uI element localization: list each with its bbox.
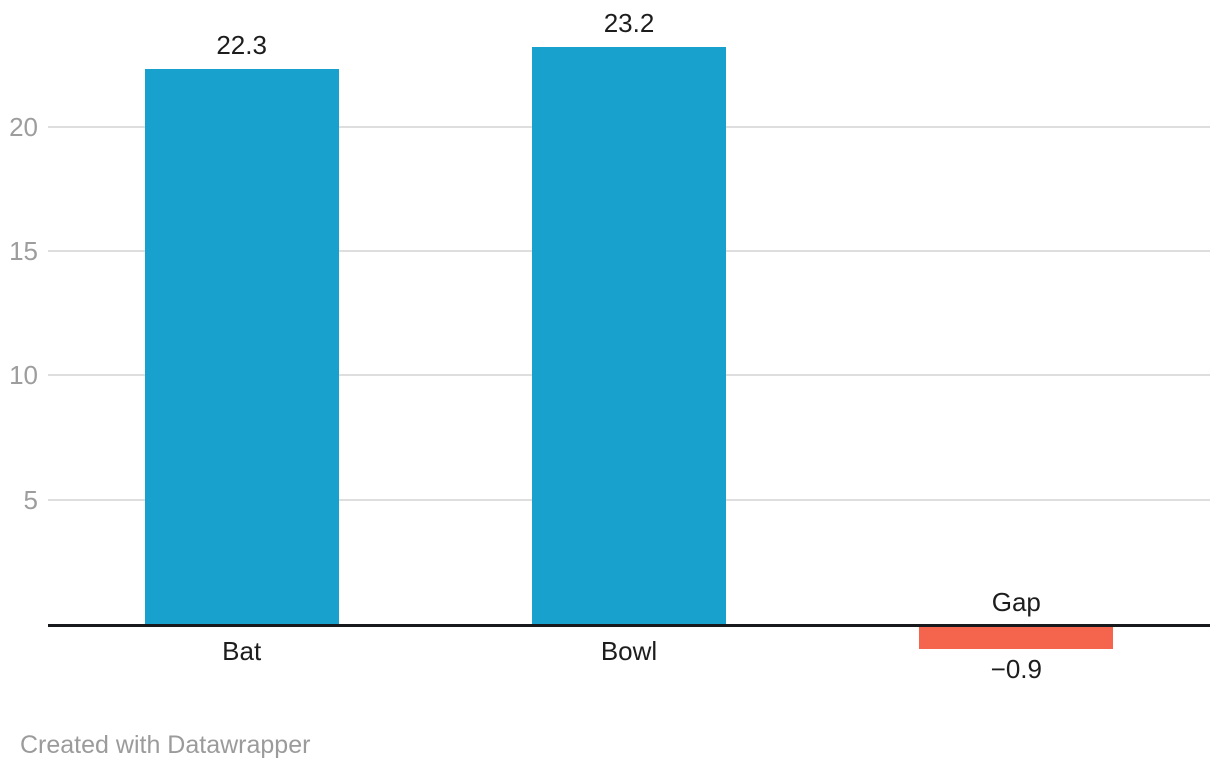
category-label: Gap — [991, 587, 1041, 617]
value-label: 23.2 — [603, 8, 655, 38]
category-label: Bowl — [600, 636, 658, 666]
zero-baseline — [48, 624, 1210, 627]
datawrapper-credit-link[interactable]: Created with Datawrapper — [20, 731, 311, 759]
bar — [919, 627, 1113, 649]
value-label: −0.9 — [990, 654, 1042, 684]
value-label: 22.3 — [216, 30, 267, 60]
bar — [145, 69, 339, 624]
y-axis-tick-label: 15 — [9, 236, 38, 266]
y-axis-tick-label: 20 — [9, 112, 38, 142]
bar — [532, 47, 726, 624]
y-axis-tick-label: 10 — [9, 360, 38, 390]
y-axis-tick-label: 5 — [23, 485, 38, 515]
category-label: Bat — [222, 636, 262, 666]
